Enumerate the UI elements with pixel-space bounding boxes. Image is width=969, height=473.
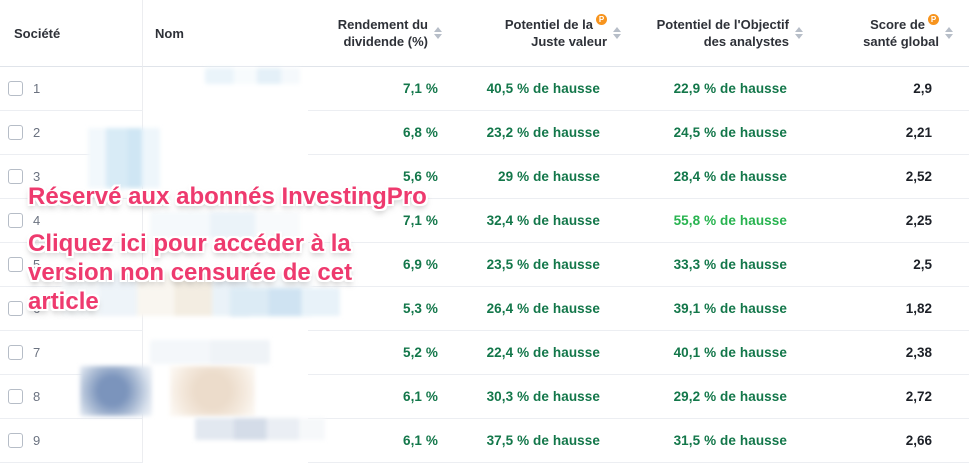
censored-name (143, 331, 308, 375)
row-checkbox[interactable] (8, 257, 23, 272)
analyst-target-upside-value: 24,5 % de hausse (673, 125, 787, 140)
analyst-target-upside-value: 33,3 % de hausse (673, 257, 787, 272)
fair-value-upside-value: 26,4 % de hausse (486, 301, 600, 316)
sort-icon[interactable] (613, 27, 621, 39)
dividend-yield-value: 7,1 % (402, 213, 438, 228)
header-societe: Société (0, 0, 143, 67)
row-checkbox[interactable] (8, 169, 23, 184)
fair-value-upside-value: 29 % de hausse (498, 169, 600, 184)
row-number: 7 (33, 345, 41, 360)
row-number: 5 (33, 257, 41, 272)
dividend-yield-value: 5,6 % (402, 169, 438, 184)
header-nom-label: Nom (155, 25, 184, 41)
table-header-row: Société Nom Rendement du dividende (%) (0, 0, 969, 67)
row-checkbox[interactable] (8, 301, 23, 316)
censored-name (143, 67, 308, 111)
table-row: 1 7,1 % 40,5 % de hausse 22,9 % de hauss… (0, 67, 969, 111)
row-checkbox[interactable] (8, 433, 23, 448)
sort-icon[interactable] (795, 27, 803, 39)
censored-name (143, 375, 308, 419)
paywall-cta-line: article (28, 288, 99, 315)
fair-value-upside-value: 23,5 % de hausse (486, 257, 600, 272)
table-row: 3 5,6 % 29 % de hausse 28,4 % de hausse … (0, 155, 969, 199)
header-health-line1: Score de (870, 17, 925, 32)
dividend-yield-value: 7,1 % (402, 81, 438, 96)
health-score-value: 2,66 (905, 433, 932, 448)
analyst-target-upside-value: 40,1 % de hausse (673, 345, 787, 360)
header-fair-value[interactable]: Potentiel de la P Juste valeur (447, 0, 628, 67)
row-checkbox[interactable] (8, 125, 23, 140)
row-number: 9 (33, 433, 41, 448)
fair-value-upside-value: 23,2 % de hausse (486, 125, 600, 140)
paywall-cta-line: Cliquez ici pour accéder à la (28, 230, 351, 257)
header-analyst-target[interactable]: Potentiel de l'Objectif des analystes (628, 0, 810, 67)
header-dividend-yield[interactable]: Rendement du dividende (%) (308, 0, 447, 67)
header-analyst-line1: Potentiel de l'Objectif (656, 17, 789, 32)
analyst-target-upside-value: 29,2 % de hausse (673, 389, 787, 404)
sort-icon[interactable] (434, 27, 442, 39)
header-fair-value-line2: Juste valeur (531, 34, 607, 49)
row-checkbox[interactable] (8, 345, 23, 360)
paywall-cta-line: version non censurée de cet (28, 259, 353, 286)
header-fair-value-line1: Potentiel de la (504, 17, 593, 32)
row-number: 4 (33, 213, 41, 228)
fair-value-upside-value: 32,4 % de hausse (486, 213, 600, 228)
dividend-yield-value: 5,2 % (402, 345, 438, 360)
header-nom: Nom (143, 0, 308, 67)
table-row: 2 6,8 % 23,2 % de hausse 24,5 % de hauss… (0, 111, 969, 155)
row-number: 3 (33, 169, 41, 184)
health-score-value: 2,38 (905, 345, 932, 360)
analyst-target-upside-value: 39,1 % de hausse (673, 301, 787, 316)
header-health-line2: santé global (863, 34, 939, 49)
dividend-yield-value: 5,3 % (402, 301, 438, 316)
investingpro-badge-icon: P (596, 14, 607, 25)
row-number: 2 (33, 125, 41, 140)
paywall-cta-link[interactable]: Cliquez ici pour accéder à la version no… (28, 229, 352, 316)
sort-icon[interactable] (945, 27, 953, 39)
analyst-target-upside-value: 55,8 % de hausse (673, 213, 787, 228)
header-dividend-line2: dividende (%) (343, 34, 428, 49)
row-checkbox[interactable] (8, 81, 23, 96)
row-number: 8 (33, 389, 41, 404)
dividend-yield-value: 6,9 % (402, 257, 438, 272)
fair-value-upside-value: 22,4 % de hausse (486, 345, 600, 360)
table-row: 8 6,1 % 30,3 % de hausse 29,2 % de hauss… (0, 375, 969, 419)
header-health-score[interactable]: Score de P santé global (810, 0, 969, 67)
health-score-value: 2,72 (905, 389, 932, 404)
fair-value-upside-value: 30,3 % de hausse (486, 389, 600, 404)
row-number: 6 (33, 301, 41, 316)
table-row: 9 6,1 % 37,5 % de hausse 31,5 % de hauss… (0, 419, 969, 463)
header-societe-label: Société (14, 25, 61, 41)
header-dividend-line1: Rendement du (337, 17, 428, 32)
censored-name (143, 155, 308, 199)
health-score-value: 2,52 (905, 169, 932, 184)
health-score-value: 2,9 (913, 81, 932, 96)
censored-name (143, 111, 308, 155)
row-checkbox[interactable] (8, 213, 23, 228)
dividend-yield-value: 6,1 % (402, 389, 438, 404)
dividend-yield-value: 6,8 % (402, 125, 438, 140)
row-checkbox[interactable] (8, 389, 23, 404)
health-score-value: 2,25 (905, 213, 932, 228)
analyst-target-upside-value: 22,9 % de hausse (673, 81, 787, 96)
investingpro-badge-icon: P (928, 14, 939, 25)
header-analyst-line2: des analystes (703, 34, 789, 49)
row-number: 1 (33, 81, 41, 96)
analyst-target-upside-value: 31,5 % de hausse (673, 433, 787, 448)
analyst-target-upside-value: 28,4 % de hausse (673, 169, 787, 184)
health-score-value: 1,82 (905, 301, 932, 316)
fair-value-upside-value: 37,5 % de hausse (486, 433, 600, 448)
dividend-yield-value: 6,1 % (402, 433, 438, 448)
health-score-value: 2,5 (913, 257, 932, 272)
paywall-title: Réservé aux abonnés InvestingPro (28, 183, 427, 210)
censored-name (143, 419, 308, 463)
health-score-value: 2,21 (905, 125, 932, 140)
fair-value-upside-value: 40,5 % de hausse (486, 81, 600, 96)
table-row: 7 5,2 % 22,4 % de hausse 40,1 % de hauss… (0, 331, 969, 375)
